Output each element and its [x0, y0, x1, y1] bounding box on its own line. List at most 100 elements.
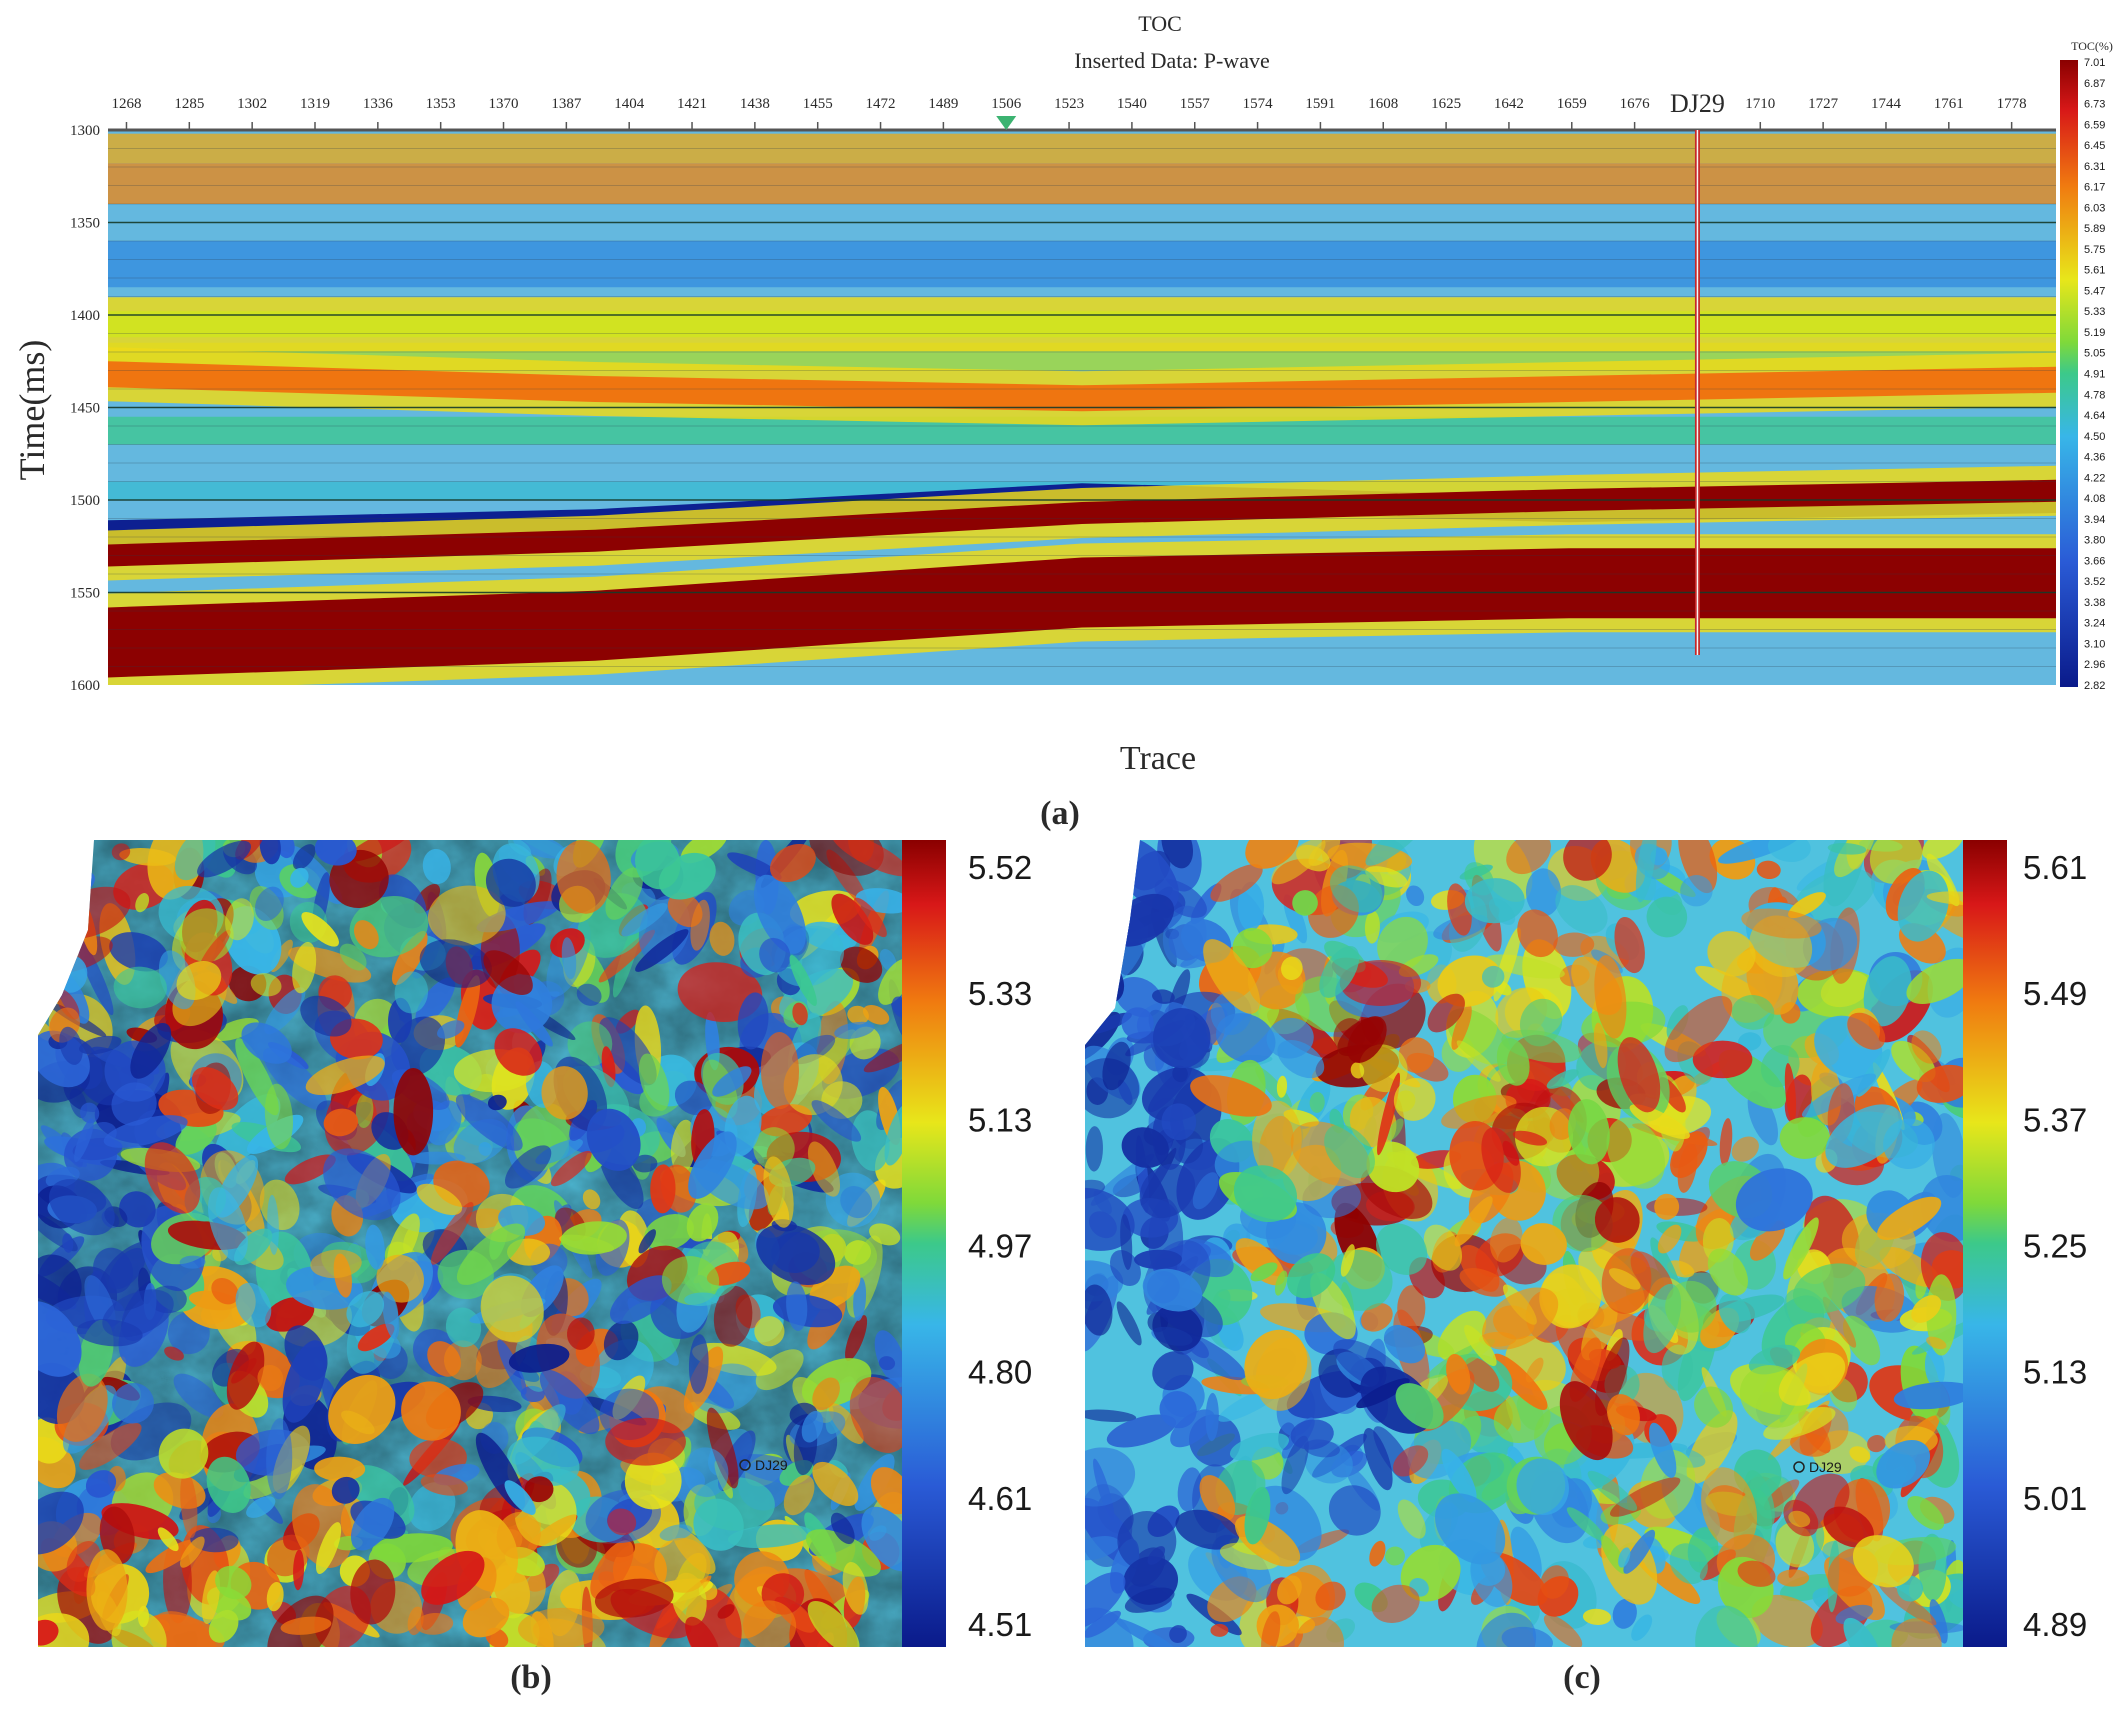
texture-patch — [1540, 1565, 1569, 1599]
colorbar-c-tick-labels: 5.61 5.49 5.37 5.25 5.13 5.01 4.89 — [2023, 849, 2087, 1643]
texture-patch — [180, 1471, 198, 1538]
texture-patch — [1779, 1117, 1830, 1159]
texture-patch — [1731, 995, 1775, 1030]
colorbar-a-tick: 5.89 — [2084, 223, 2105, 235]
colorbar-c — [1963, 840, 2007, 1647]
texture-patch — [1512, 1130, 1548, 1146]
texture-patch — [1328, 1485, 1381, 1536]
texture-patch — [1115, 1618, 1178, 1647]
y-tick-label-a: 1300 — [70, 123, 100, 139]
texture-patch — [586, 1108, 641, 1171]
band-a — [108, 163, 2056, 204]
texture-patch — [112, 1382, 154, 1424]
texture-patch — [323, 1108, 359, 1137]
texture-patch — [56, 1373, 108, 1442]
texture-patch — [1525, 868, 1562, 917]
texture-patch — [1152, 1008, 1211, 1069]
map-c-patches — [1085, 840, 1963, 1647]
y-tick-label-a: 1350 — [70, 216, 100, 232]
texture-patch — [524, 1476, 554, 1503]
texture-patch — [1406, 885, 1425, 907]
texture-patch — [1289, 1564, 1336, 1627]
texture-patch — [1233, 1165, 1297, 1223]
well-dj29-b: DJ29 — [739, 1457, 788, 1473]
texture-patch — [1852, 1535, 1914, 1588]
texture-patch — [1594, 1197, 1640, 1243]
texture-patch — [1244, 1329, 1308, 1400]
texture-patch — [1319, 946, 1360, 998]
colorbar-a-tick: 5.75 — [2084, 244, 2105, 256]
texture-patch — [280, 1616, 332, 1635]
texture-patch — [1121, 1007, 1154, 1039]
texture-patch — [1501, 1626, 1553, 1647]
horizon-bands-a — [108, 133, 2056, 685]
texture-patch — [1665, 1280, 1717, 1333]
texture-patch — [135, 893, 150, 913]
texture-patch — [197, 840, 252, 878]
texture-patch — [1250, 1262, 1278, 1282]
texture-patch — [755, 1349, 804, 1391]
texture-patch — [1294, 1616, 1345, 1647]
texture-patch — [323, 1148, 401, 1221]
texture-patch — [102, 1289, 174, 1338]
texture-patch — [1464, 1324, 1497, 1367]
texture-patch — [494, 1028, 543, 1076]
texture-patch — [610, 1275, 672, 1324]
texture-patch — [355, 1093, 374, 1129]
texture-patch — [1121, 1127, 1169, 1168]
texture-patch — [191, 1067, 239, 1111]
y-tick-label-a: 1450 — [70, 401, 100, 417]
texture-patch — [842, 1561, 869, 1615]
texture-patch — [1741, 908, 1822, 939]
texture-patch — [1835, 1604, 1874, 1625]
texture-patch — [812, 1461, 859, 1507]
texture-patch — [1210, 864, 1263, 902]
texture-patch — [1393, 1445, 1429, 1477]
panel-a: TOC Inserted Data: P-wave 1268 1285 1302 13… — [12, 11, 2113, 832]
texture-patch — [1911, 1030, 1942, 1064]
texture-patch — [753, 1127, 795, 1170]
colorbar-a-tick: 2.82 — [2084, 680, 2105, 692]
texture-patch — [86, 1549, 128, 1631]
texture-patch — [1203, 939, 1261, 1014]
texture-patch — [1324, 1124, 1375, 1179]
texture-patch — [208, 1609, 239, 1643]
texture-patch — [357, 1323, 395, 1352]
texture-patch — [713, 1285, 753, 1347]
colorbar-a-tick: 6.73 — [2084, 99, 2105, 111]
texture-patch — [1309, 1091, 1325, 1113]
texture-patch — [884, 1103, 902, 1166]
texture-patch — [1594, 955, 1627, 1039]
colorbar-tick-label: 5.13 — [968, 1101, 1032, 1138]
texture-patch — [567, 1021, 613, 1067]
texture-patch — [1926, 1336, 1947, 1350]
x-tick-label-a: 1370 — [489, 96, 519, 112]
texture-patch — [391, 931, 428, 986]
texture-patch — [437, 1020, 465, 1039]
texture-patch — [38, 1301, 82, 1377]
texture-patch — [480, 1275, 544, 1343]
colorbar-a-tick: 6.31 — [2084, 161, 2105, 173]
texture-patch — [1546, 1069, 1579, 1089]
texture-patch — [350, 1559, 396, 1625]
texture-patch — [1481, 1127, 1521, 1193]
texture-patch — [1330, 865, 1383, 913]
texture-patch — [685, 1616, 720, 1647]
texture-patch — [1593, 1022, 1608, 1069]
texture-patch — [1747, 1090, 1779, 1146]
texture-patch — [1276, 1075, 1288, 1098]
x-tick-label-a: 1659 — [1557, 96, 1587, 112]
chart-a-title: TOC — [1138, 11, 1182, 36]
x-tick-label-a: 1404 — [614, 96, 645, 112]
colorbar-a-tick: 5.61 — [2084, 265, 2105, 277]
texture-patch — [1843, 1617, 1881, 1647]
texture-patch — [1393, 1077, 1436, 1121]
colorbar-a-tick: 6.45 — [2084, 140, 2105, 152]
texture-patch — [1205, 1392, 1219, 1442]
texture-patch — [1376, 1223, 1428, 1275]
texture-patch — [1617, 1037, 1661, 1113]
texture-patch — [339, 943, 367, 971]
texture-patch — [1907, 1495, 1945, 1531]
panel-b: DJ29 5.52 5.33 5.13 4.97 4.80 4.61 4.51 (b) — [38, 840, 1032, 1696]
texture-patch — [807, 1600, 860, 1647]
